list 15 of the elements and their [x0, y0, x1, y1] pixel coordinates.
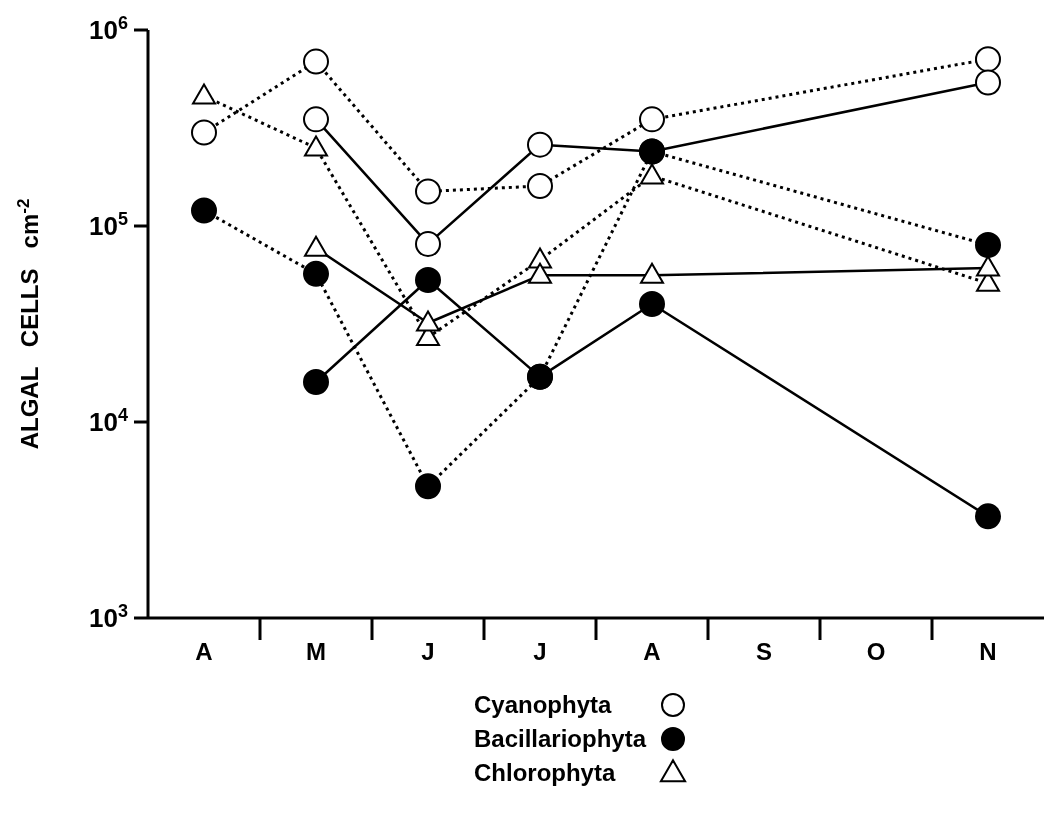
legend-label: Cyanophyta — [473, 691, 612, 719]
legend-label: Chlorophyta — [473, 759, 616, 787]
legend-label: Bacillariophyta — [473, 725, 647, 753]
x-tick-label: S — [755, 638, 773, 665]
y-tick-label: 10$^{3}$ — [89, 601, 128, 633]
x-tick-label: M — [306, 638, 326, 665]
y-tick-label: 10$^{5}$ — [89, 209, 128, 241]
x-tick-label: A — [643, 638, 661, 665]
x-tick-label: A — [195, 638, 213, 665]
x-tick-label: N — [979, 638, 997, 665]
y-tick-label: 10$^{6}$ — [89, 13, 128, 45]
x-tick-label: J — [533, 638, 547, 665]
x-tick-label: O — [866, 638, 886, 665]
x-tick-label: J — [421, 638, 435, 665]
y-tick-label: 10$^{4}$ — [89, 405, 128, 437]
